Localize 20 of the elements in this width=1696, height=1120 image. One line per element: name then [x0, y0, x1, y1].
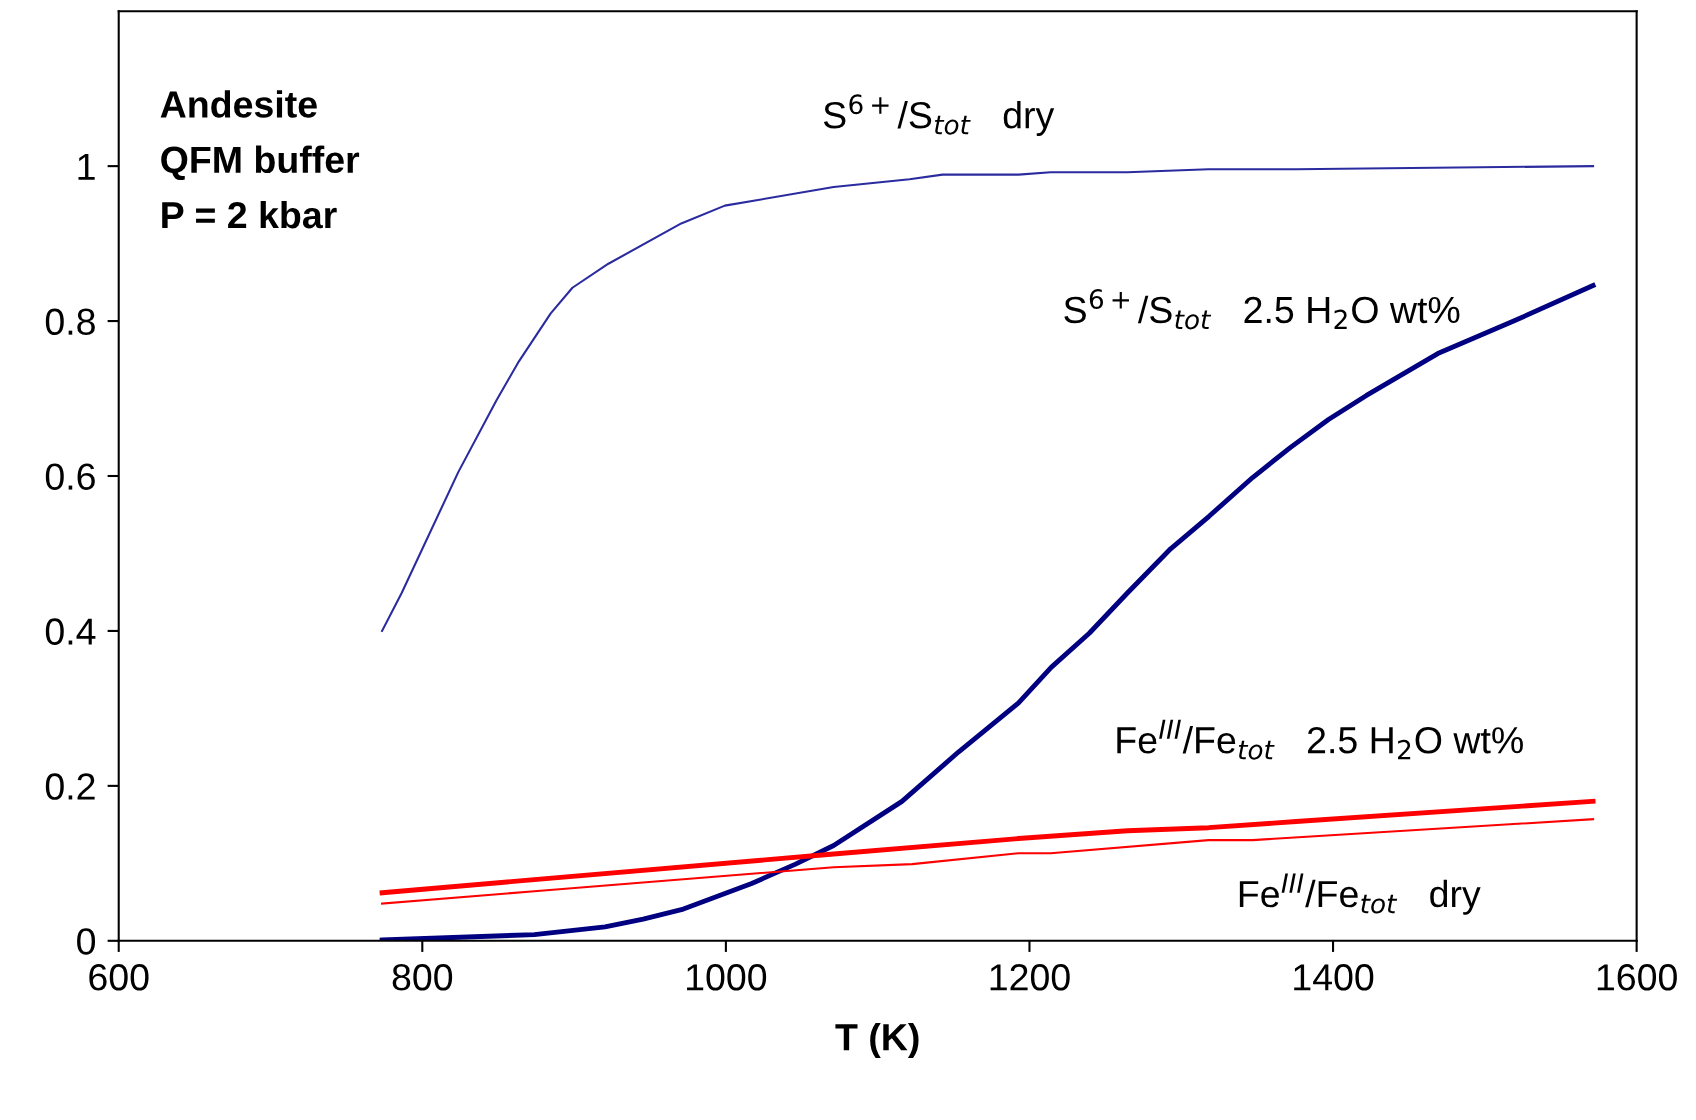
y-tick-label: 0.4 — [45, 618, 96, 645]
y-tick-label: 0 — [77, 928, 96, 955]
line-series — [381, 165, 1595, 632]
text: Fe$^{III}$/Fe$_{tot}$ dry — [1239, 873, 1481, 915]
y-tick-label: 0.6 — [45, 463, 95, 490]
x-tick-label: 1200 — [990, 964, 1070, 991]
x-axis-title: T (K) — [835, 1022, 919, 1058]
text: Fe$^{III}$/Fe$_{tot}$ 2.5 H$_{2}$O wt% — [1117, 719, 1523, 760]
y-tick-label: 0.8 — [45, 308, 95, 336]
text: S$^{6+}$/S$_{tot}$ 2.5 H$_{2}$O wt% — [1064, 289, 1460, 330]
y-tick-label: 1 — [78, 153, 95, 180]
x-tick-label: 800 — [392, 964, 453, 991]
x-tick-label: 1600 — [1597, 964, 1677, 991]
line-series — [379, 283, 1596, 941]
annotation: Andesite QFM buffer P = 2 kbar — [160, 90, 360, 229]
x-tick-label: 1400 — [1294, 964, 1374, 991]
x-tick-label: 600 — [89, 964, 149, 991]
x-tick-label: 1000 — [687, 964, 767, 991]
text: S$^{6+}$/S$_{tot}$ dry — [823, 94, 1055, 136]
y-tick-label: 0.2 — [45, 773, 95, 800]
